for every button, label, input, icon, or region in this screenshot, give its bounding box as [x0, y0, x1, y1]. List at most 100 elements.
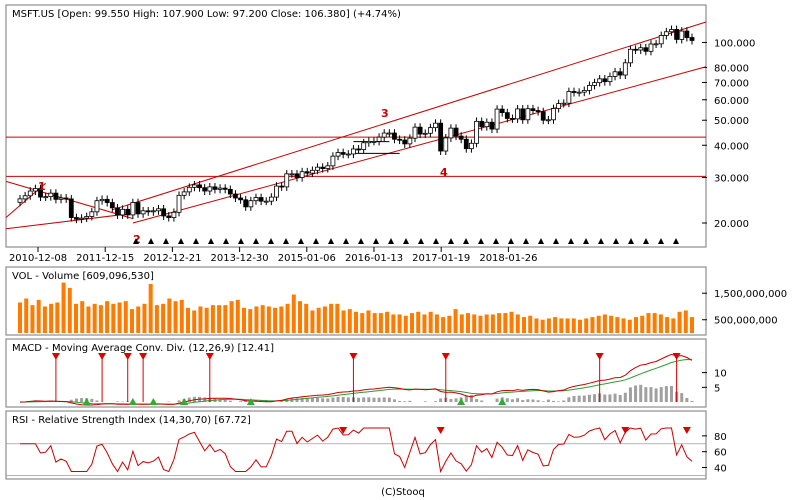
macd-histogram-bar [669, 385, 673, 403]
signal-triangle [493, 238, 499, 244]
rsi-line [20, 427, 693, 474]
candle-body [592, 82, 597, 86]
volume-bar [503, 313, 508, 333]
macd-histogram-bar [341, 396, 345, 403]
candle-body [309, 169, 315, 174]
volume-bar [136, 306, 141, 333]
candle-body [427, 127, 433, 134]
candle-body [433, 122, 438, 129]
macd-histogram-bar [80, 398, 84, 403]
volume-bar [285, 303, 290, 333]
volume-bar [578, 319, 582, 333]
signal-triangle [508, 238, 514, 244]
signal-triangle [433, 238, 439, 244]
volume-bar [428, 311, 433, 333]
macd-sell-marker [349, 353, 358, 360]
macd-sell-marker [672, 353, 681, 360]
volume-bar [472, 314, 477, 333]
signal-triangle [238, 238, 244, 244]
candle-body [58, 197, 64, 200]
volume-bar [459, 314, 464, 333]
volume-bar [24, 298, 29, 333]
candle-body [17, 198, 23, 203]
volume-bar [223, 305, 228, 333]
candle-body [94, 200, 100, 213]
macd-histogram-bar [654, 388, 658, 403]
candle-body [109, 202, 115, 209]
macd-histogram-bar [582, 395, 586, 403]
volume-bar [391, 314, 396, 333]
candle-body [120, 208, 125, 216]
signal-triangle [643, 238, 649, 244]
volume-bar [36, 299, 41, 333]
volume-bar [665, 317, 670, 333]
candle-body [335, 152, 341, 157]
price-x-tick-label: 2012-12-21 [143, 253, 201, 264]
candle-body [540, 111, 546, 121]
macd-histogram-bar [593, 394, 597, 403]
macd-histogram-bar [510, 399, 514, 403]
volume-bar [210, 305, 215, 333]
candle-body [222, 187, 228, 190]
macd-histogram-bar [587, 394, 591, 403]
candle-body [263, 200, 269, 203]
candle-body [438, 122, 444, 152]
volume-bar [621, 318, 626, 333]
macd-histogram-bar [357, 397, 361, 403]
macd-histogram-bar [408, 400, 412, 403]
volume-bar [192, 310, 197, 333]
volume-bar [329, 303, 334, 333]
candle-body [571, 91, 577, 93]
macd-histogram-bar [316, 397, 320, 403]
macd-histogram-bar [392, 399, 396, 403]
signal-triangle [208, 238, 214, 244]
volume-bar [123, 301, 128, 333]
annotation-label: 4 [440, 166, 448, 179]
price-x-tick-label: 2011-12-15 [76, 253, 134, 264]
macd-histogram-bar [331, 397, 335, 403]
macd-sell-marker [441, 353, 450, 360]
candle-body [274, 185, 279, 198]
candle-body [217, 187, 223, 190]
candle-body [320, 166, 326, 169]
macd-histogram-bar [634, 385, 638, 403]
candle-body [284, 173, 290, 188]
volume-bar [615, 317, 620, 333]
candle-body [304, 171, 310, 174]
signal-triangle [598, 238, 604, 244]
volume-bar [260, 305, 265, 333]
channel-upper-line [112, 21, 707, 211]
volume-bar [55, 302, 60, 333]
candle-body [386, 132, 392, 135]
macd-histogram-bar [623, 392, 627, 403]
candle-body [422, 132, 428, 135]
volume-bar [627, 319, 632, 333]
volume-y-tick-label: 1,500,000,000 [714, 289, 787, 300]
candle-body [27, 190, 33, 197]
candle-body [53, 192, 59, 200]
candle-body [530, 108, 536, 111]
macd-histogram-bar [521, 400, 525, 403]
candle-body [510, 118, 515, 120]
candle-body [315, 166, 320, 171]
volume-bar [179, 299, 184, 333]
macd-y-tick-label: 10 [714, 369, 727, 380]
volume-bar [142, 303, 147, 333]
macd-histogram-bar [644, 387, 648, 403]
macd-histogram-bar [346, 397, 350, 403]
macd-histogram-bar [516, 398, 520, 403]
volume-bar [378, 313, 383, 333]
signal-triangle [673, 238, 679, 244]
volume-bar [410, 313, 414, 333]
volume-bar [584, 318, 589, 333]
candle-body [248, 200, 254, 208]
candle-body [330, 155, 336, 167]
volume-bar [217, 305, 222, 333]
macd-histogram-bar [387, 397, 391, 403]
volume-bar [298, 301, 302, 333]
macd-histogram-bar [377, 397, 381, 403]
signal-triangle [583, 238, 589, 244]
volume-bar [80, 301, 85, 333]
macd-histogram-bar [557, 401, 561, 403]
candle-body [561, 102, 567, 105]
